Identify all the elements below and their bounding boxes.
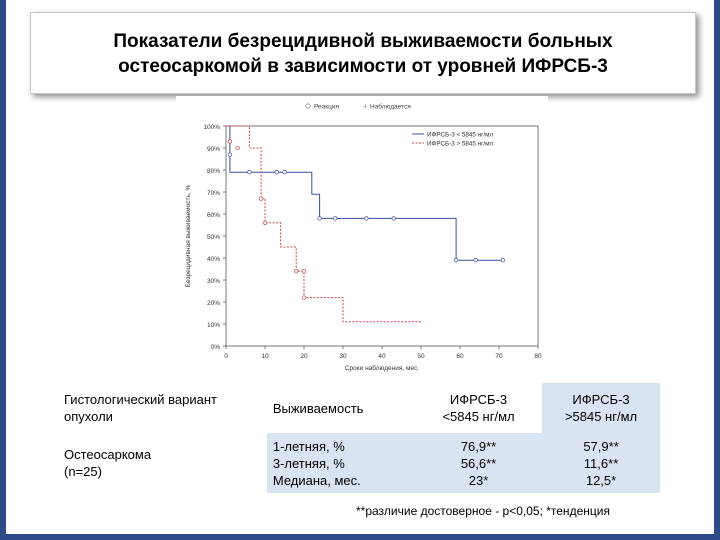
metrics-cell: 1-летняя, % 3-летняя, % Медиана, мес. [266, 433, 415, 493]
header-histology: Гистологический вариант опухоли [58, 383, 267, 433]
y-tick-label: 20% [207, 300, 220, 307]
y-tick-label: 30% [207, 278, 220, 285]
high-1yr: 57,9** [583, 438, 619, 454]
series-2-marker [262, 220, 268, 225]
series-2-marker [294, 269, 299, 274]
legend-series-2-label: ИФРСБ-3 > 5845 нг/мл [427, 141, 494, 148]
legend-series-1-label: ИФРСБ-3 < 5845 нг/мл [427, 132, 494, 139]
series-2-marker [227, 139, 233, 144]
metric-1yr: 1-летняя, % [272, 438, 345, 454]
survival-chart: 0% 10% 20% 30% 40% 50% 60% 70% 80% 90% 100% 0 10 20 30… [176, 96, 548, 376]
row-group-line2: (n=25) [64, 464, 102, 479]
y-tick-label: 90% [207, 146, 220, 153]
high-median: 12,5* [585, 472, 617, 488]
results-table: Гистологический вариант опухоли Выживаем… [58, 383, 660, 493]
low-3yr: 56,6** [460, 455, 497, 471]
slide-right-border [714, 0, 720, 540]
low-median: 23* [468, 472, 489, 488]
header-low-line2: <5845 нг/мл [442, 409, 515, 424]
x-tick-label: 60 [456, 353, 464, 360]
series-1-marker [391, 216, 396, 221]
series-1-marker [247, 170, 252, 175]
footnote: **различие достоверное - p<0,05; *тенден… [356, 504, 610, 518]
chart-background [176, 96, 548, 376]
row-osteosarcoma: Остеосаркома (n=25) [58, 433, 267, 493]
y-tick-label: 60% [207, 212, 220, 219]
series-1-marker [500, 258, 506, 263]
legend-event-label: Реакция [314, 104, 339, 111]
low-values-cell: 76,9** 56,6** 23* [414, 433, 543, 493]
series-1-marker [317, 216, 322, 221]
legend-event-marker [305, 103, 311, 109]
series-2-marker [235, 145, 240, 151]
series-line-1 [226, 125, 503, 261]
x-tick-label: 0 [224, 353, 228, 360]
y-tick-label: 40% [207, 256, 220, 263]
header-low-line1: ИФРСБ-3 [449, 392, 508, 407]
series-1-marker [282, 170, 287, 175]
x-tick-label: 40 [378, 353, 386, 360]
x-axis-label: Сроки наблюдения, мес. [345, 364, 419, 372]
y-tick-label: 80% [207, 168, 220, 175]
series-2-marker [301, 295, 307, 300]
header-high-line1: ИФРСБ-3 [572, 392, 630, 407]
chart-panel: 0% 10% 20% 30% 40% 50% 60% 70% 80% 90% 100% 0 10 20 30… [176, 96, 548, 376]
x-tick-label: 70 [495, 353, 503, 360]
y-axis-label: Безрецидивная выживаемость, % [185, 185, 192, 288]
series-1-marker [473, 258, 478, 263]
page-title: Показатели безрецидивной выживаемости бо… [31, 29, 695, 79]
x-tick-label: 30 [339, 353, 347, 360]
x-tick-label: 50 [417, 353, 425, 360]
legend-censored-marker: + [363, 102, 368, 111]
x-tick-label: 80 [534, 353, 542, 360]
y-tick-label: 100% [203, 124, 220, 131]
series-1-marker [274, 170, 279, 175]
row-group-line1: Остеосаркома [64, 447, 152, 462]
series-1-marker [364, 216, 369, 221]
high-3yr: 11,6** [583, 455, 619, 471]
slide-bottom-border [0, 534, 720, 540]
x-tick-label: 10 [261, 353, 269, 360]
series-1-marker [333, 216, 338, 221]
header-low-igfbp3: ИФРСБ-3 <5845 нг/мл [414, 383, 543, 433]
metric-3yr: 3-летняя, % [272, 455, 345, 471]
x-tick-label: 20 [300, 353, 308, 360]
high-values-cell: 57,9** 11,6** 12,5* [542, 433, 660, 493]
low-1yr: 76,9** [460, 438, 497, 454]
series-2-marker [301, 269, 307, 274]
y-tick-label: 10% [207, 322, 220, 329]
header-high-igfbp3: ИФРСБ-3 >5845 нг/мл [542, 383, 660, 433]
title-line-1: Показатели безрецидивной выживаемости бо… [113, 31, 613, 52]
slide-left-border [0, 0, 6, 540]
metric-median: Медиана, мес. [272, 472, 361, 488]
y-tick-label: 0% [211, 344, 221, 351]
y-tick-label: 70% [207, 190, 220, 197]
series-1-marker [453, 258, 459, 263]
header-survival: Выживаемость [266, 383, 415, 433]
y-tick-label: 50% [207, 234, 220, 241]
series-1-marker [227, 152, 233, 157]
series-2-marker [258, 196, 264, 201]
title-line-2: остеосаркомой в зависимости от уровней И… [118, 56, 608, 77]
title-box: Показатели безрецидивной выживаемости бо… [30, 12, 696, 94]
header-high-line2: >5845 нг/мл [564, 409, 638, 424]
legend-censored-label: Наблюдается [370, 103, 411, 111]
